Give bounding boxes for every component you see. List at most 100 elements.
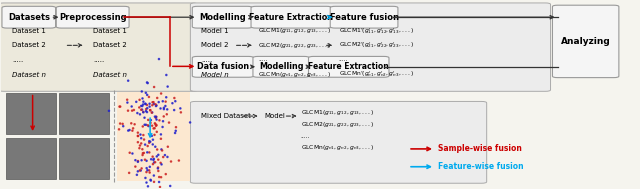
Point	[134, 106, 145, 109]
Point	[153, 166, 163, 169]
FancyBboxPatch shape	[117, 92, 190, 181]
Point	[145, 105, 155, 108]
Point	[122, 101, 132, 104]
Point	[156, 92, 166, 95]
Point	[131, 159, 141, 162]
FancyBboxPatch shape	[192, 56, 253, 77]
Point	[142, 107, 152, 110]
Point	[122, 98, 132, 101]
Point	[161, 173, 171, 176]
FancyBboxPatch shape	[552, 5, 619, 78]
Point	[123, 79, 133, 82]
Point	[144, 95, 154, 98]
Point	[145, 109, 156, 112]
Point	[152, 130, 162, 133]
Point	[176, 111, 186, 114]
Point	[171, 126, 181, 129]
Point	[140, 102, 150, 105]
Point	[154, 176, 164, 179]
FancyBboxPatch shape	[330, 6, 398, 28]
FancyBboxPatch shape	[190, 3, 550, 91]
Point	[162, 108, 172, 111]
Text: Preprocessing: Preprocessing	[59, 13, 127, 22]
Point	[135, 113, 145, 116]
Text: .....: .....	[201, 57, 212, 63]
Point	[169, 108, 179, 112]
Point	[163, 145, 173, 148]
Point	[148, 157, 159, 160]
Point	[150, 103, 161, 106]
Point	[129, 108, 139, 112]
Point	[148, 101, 159, 104]
Text: GLCMn'($g_{n1}', g_{n2}', g_{n3}', ...$): GLCMn'($g_{n1}', g_{n2}', g_{n3}', ...$)	[339, 70, 414, 79]
Point	[144, 169, 154, 172]
Text: Sample-wise fusion: Sample-wise fusion	[438, 144, 522, 153]
Point	[156, 161, 166, 164]
Text: GLCM1'($g_{11}', g_{12}', g_{13}', ...$): GLCM1'($g_{11}', g_{12}', g_{13}', ...$)	[339, 26, 414, 36]
Point	[157, 149, 167, 152]
Point	[151, 124, 161, 127]
Point	[153, 158, 163, 161]
Point	[138, 152, 148, 155]
Point	[127, 152, 138, 155]
Text: .....: .....	[301, 134, 310, 139]
Point	[143, 82, 153, 85]
Point	[143, 124, 153, 127]
Point	[142, 104, 152, 107]
Point	[134, 169, 145, 172]
Point	[150, 122, 160, 125]
Point	[134, 98, 145, 101]
Text: Feature-wise fusion: Feature-wise fusion	[438, 162, 523, 171]
Text: Feature Extraction: Feature Extraction	[308, 62, 389, 71]
Point	[115, 122, 125, 125]
Point	[150, 115, 160, 118]
Point	[114, 128, 124, 131]
Text: Dataset 1: Dataset 1	[93, 28, 127, 34]
Text: Mixed Dataset: Mixed Dataset	[200, 113, 250, 119]
Point	[131, 100, 141, 103]
Point	[156, 137, 166, 140]
Point	[136, 169, 146, 172]
Point	[143, 125, 154, 128]
Point	[140, 176, 150, 179]
Point	[127, 109, 137, 112]
Point	[132, 141, 143, 144]
Point	[144, 151, 154, 154]
Point	[185, 121, 195, 124]
Text: GLCM1($g_{11}, g_{12}, g_{13}, ...$): GLCM1($g_{11}, g_{12}, g_{13}, ...$)	[301, 108, 374, 117]
Point	[133, 160, 143, 163]
Point	[138, 125, 148, 128]
Point	[132, 173, 142, 176]
Point	[148, 174, 159, 177]
Point	[145, 121, 156, 124]
Point	[150, 123, 161, 126]
Point	[154, 57, 164, 60]
Point	[152, 124, 162, 127]
Point	[133, 134, 143, 137]
Point	[145, 109, 156, 112]
Point	[140, 143, 150, 146]
Point	[126, 122, 136, 125]
Point	[136, 137, 147, 140]
FancyBboxPatch shape	[60, 93, 109, 134]
Point	[141, 167, 152, 170]
Text: Dataset 2: Dataset 2	[93, 42, 127, 48]
Point	[135, 144, 145, 147]
Point	[140, 116, 150, 119]
Point	[142, 169, 152, 172]
Point	[159, 106, 169, 109]
Point	[138, 134, 148, 137]
Point	[141, 108, 151, 111]
Point	[156, 176, 166, 179]
Point	[163, 85, 173, 88]
Text: GLCM1($g_{11}, g_{12}, g_{13}, ...$): GLCM1($g_{11}, g_{12}, g_{13}, ...$)	[258, 26, 332, 35]
Point	[158, 156, 168, 159]
Point	[118, 122, 128, 125]
Point	[128, 127, 138, 130]
Text: .....: .....	[258, 57, 268, 63]
FancyBboxPatch shape	[6, 93, 56, 134]
Text: .....: .....	[12, 57, 24, 63]
Text: Dataset n: Dataset n	[93, 72, 127, 78]
Point	[149, 133, 159, 136]
Point	[134, 147, 145, 150]
